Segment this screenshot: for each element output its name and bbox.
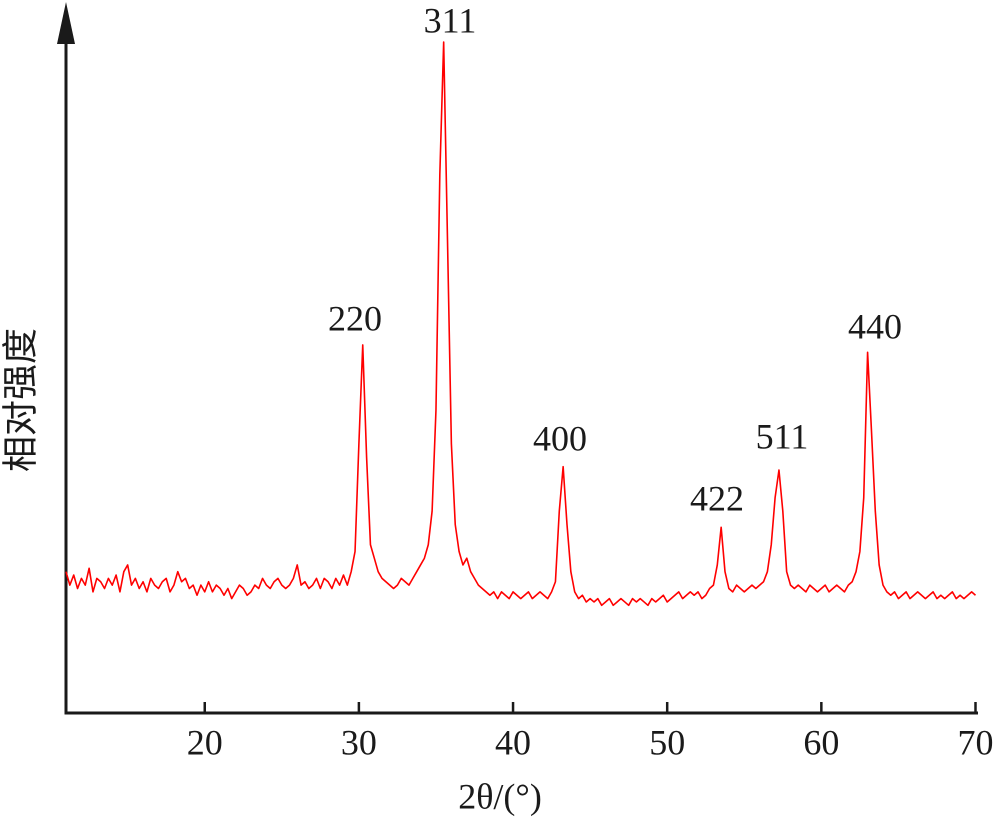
y-axis-arrow [57,2,75,44]
x-tick-label: 70 [958,722,994,762]
x-tick-label: 40 [495,722,531,762]
peak-label: 400 [533,418,587,458]
x-axis-label: 2θ/(°) [458,776,542,816]
peak-label: 422 [690,478,744,518]
x-tick-label: 60 [803,722,839,762]
xrd-line [65,41,977,607]
x-tick-label: 30 [341,722,377,762]
peak-label: 511 [756,416,809,456]
peak-label: 440 [848,306,902,346]
x-tick-label: 50 [649,722,685,762]
x-tick-label: 20 [187,722,223,762]
peak-label: 311 [424,0,477,40]
y-axis-label: 相对强度 [0,328,40,472]
peak-label: 220 [328,298,382,338]
